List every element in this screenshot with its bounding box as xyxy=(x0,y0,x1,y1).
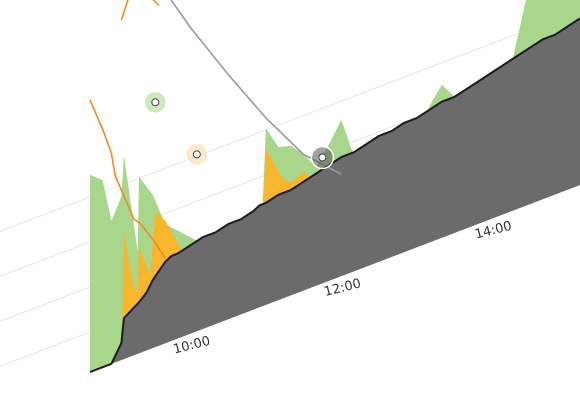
series-line-6 xyxy=(89,17,580,373)
series-line-4 xyxy=(120,0,160,21)
highlight-marker-dot xyxy=(318,153,327,162)
series-area-2 xyxy=(90,18,580,373)
series-line-3 xyxy=(89,99,167,259)
series-line-5 xyxy=(170,0,342,175)
highlight-marker-dot xyxy=(151,98,160,107)
marker-layer xyxy=(143,90,335,170)
highlight-marker-dot xyxy=(192,150,201,159)
series-layer xyxy=(89,0,580,373)
